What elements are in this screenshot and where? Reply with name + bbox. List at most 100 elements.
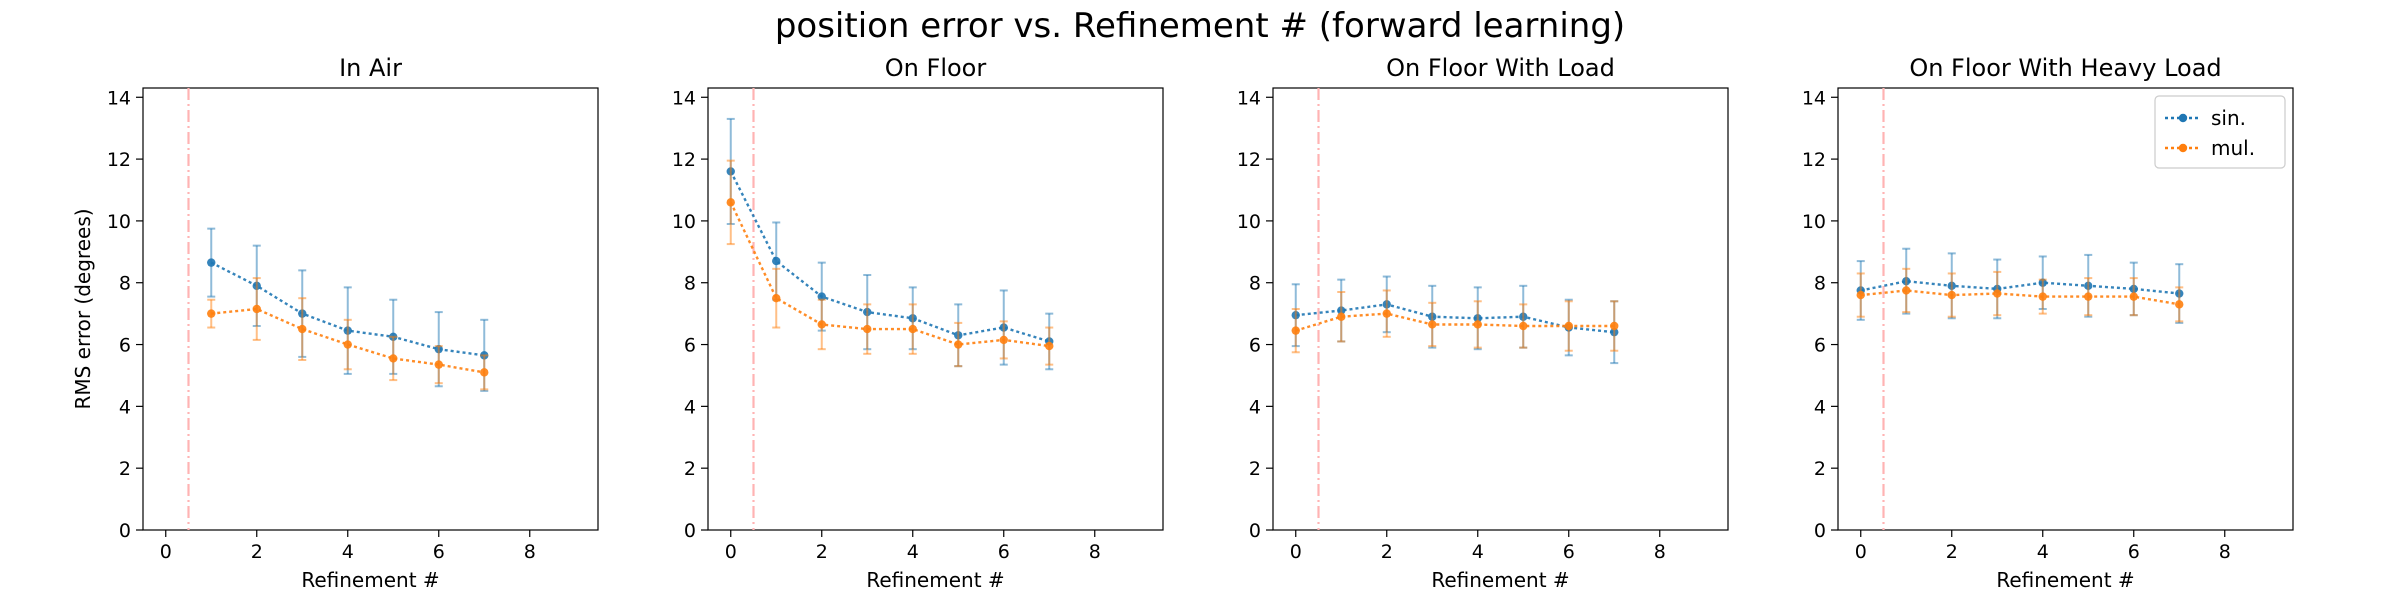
x-tick-label: 8 [1089,541,1101,563]
data-point [207,258,216,267]
x-tick-label: 6 [2128,541,2140,563]
y-tick-label: 8 [1249,273,1261,295]
series-mul [207,277,489,391]
y-tick-label: 8 [1814,273,1826,295]
y-tick-label: 4 [119,396,131,418]
subplot-title: On Floor With Heavy Load [1909,54,2221,82]
y-tick-label: 6 [684,335,696,357]
data-point [1382,309,1391,318]
y-tick-label: 4 [1814,396,1826,418]
data-point [298,324,307,334]
data-point [252,304,261,314]
x-axis-label: Refinement # [301,568,439,592]
data-point [389,354,398,363]
x-axis-label: Refinement # [1431,568,1569,592]
data-point [999,335,1008,345]
y-tick-label: 0 [119,520,131,542]
y-tick-label: 10 [1802,211,1826,233]
axes-frame [142,87,599,531]
data-point [726,198,735,207]
x-axis-label: Refinement # [1996,568,2134,592]
x-tick-label: 0 [1290,541,1302,563]
x-tick-label: 2 [1946,541,1958,563]
x-tick-label: 0 [160,541,172,563]
x-tick-label: 8 [1654,541,1666,563]
x-tick-label: 4 [342,541,354,563]
chart-panel-3: 0 2 4 6 8 0 2 4 6 8 10 12 14 On Floor With Load Refine… [1237,54,1729,592]
x-tick-label: 0 [1855,541,1867,563]
series-line [1860,279,2180,295]
y-tick-label: 10 [1237,211,1261,233]
data-point [2129,292,2138,301]
x-tick-label: 4 [2037,541,2049,563]
x-tick-label: 0 [725,541,737,563]
data-point [1045,341,1054,351]
x-tick-label: 8 [524,541,536,563]
data-point [1902,286,1911,295]
y-tick-label: 6 [1249,335,1261,357]
y-tick-label: 10 [107,211,131,233]
data-point [1337,312,1346,321]
data-point [1947,290,1956,300]
y-tick-label: 2 [1249,458,1261,480]
x-tick-label: 6 [433,541,445,563]
y-tick-label: 14 [1802,87,1826,109]
series-mul [1856,267,2184,323]
x-tick-label: 2 [251,541,263,563]
x-tick-label: 8 [2219,541,2231,563]
axes-frame [1837,87,2294,531]
y-tick-label: 4 [1249,396,1261,418]
legend-label: mul. [2211,136,2255,160]
data-point [954,340,963,349]
y-tick-label: 14 [1237,87,1261,109]
data-point [1473,320,1482,329]
x-tick-label: 4 [1472,541,1484,563]
data-point [2175,300,2184,309]
chart-panel-2: 0 2 4 6 8 0 2 4 6 8 10 12 14 On Floor Refinement # [672,54,1164,592]
data-point [863,324,872,334]
y-tick-label: 12 [1237,149,1261,171]
y-tick-label: 8 [684,273,696,295]
x-axis-label: Refinement # [866,568,1004,592]
legend-swatch-marker [2178,143,2188,153]
legend-box [2154,95,2286,169]
data-point [1428,320,1437,329]
legend-label: sin. [2211,106,2246,130]
data-point [2038,292,2047,301]
series-line [1860,289,2180,306]
x-tick-label: 6 [998,541,1010,563]
subplot-title: In Air [339,54,402,82]
data-point [480,368,489,377]
data-point [1856,290,1865,300]
data-point [207,309,216,318]
y-tick-label: 12 [107,149,131,171]
legend: sin. mul. [2154,95,2286,169]
figure-title: position error vs. Refinement # (forward… [775,6,1625,46]
series-mul [1291,289,1619,354]
y-tick-label: 0 [684,520,696,542]
data-point [817,320,826,329]
data-point [1564,321,1573,331]
data-point [343,340,352,349]
x-tick-label: 6 [1563,541,1575,563]
data-point [908,324,917,334]
x-tick-label: 2 [1381,541,1393,563]
y-tick-label: 10 [672,211,696,233]
data-point [772,256,781,266]
y-tick-label: 6 [1814,335,1826,357]
y-tick-label: 14 [672,87,696,109]
y-axis-label: RMS error (degrees) [71,208,95,409]
series-mul [726,159,1054,368]
data-point [1519,321,1528,331]
axes-frame [707,87,1164,531]
subplot-title: On Floor With Load [1386,54,1615,82]
axes-frame [1272,87,1729,531]
legend-swatch-marker [2178,113,2188,123]
data-point [772,293,781,303]
chart-panel-4: 0 2 4 6 8 0 2 4 6 8 10 12 14 On Floor With Heavy Load… [1802,54,2294,592]
y-tick-label: 2 [1814,458,1826,480]
data-point [434,360,443,369]
y-tick-label: 0 [1814,520,1826,542]
subplot-title: On Floor [885,54,987,82]
